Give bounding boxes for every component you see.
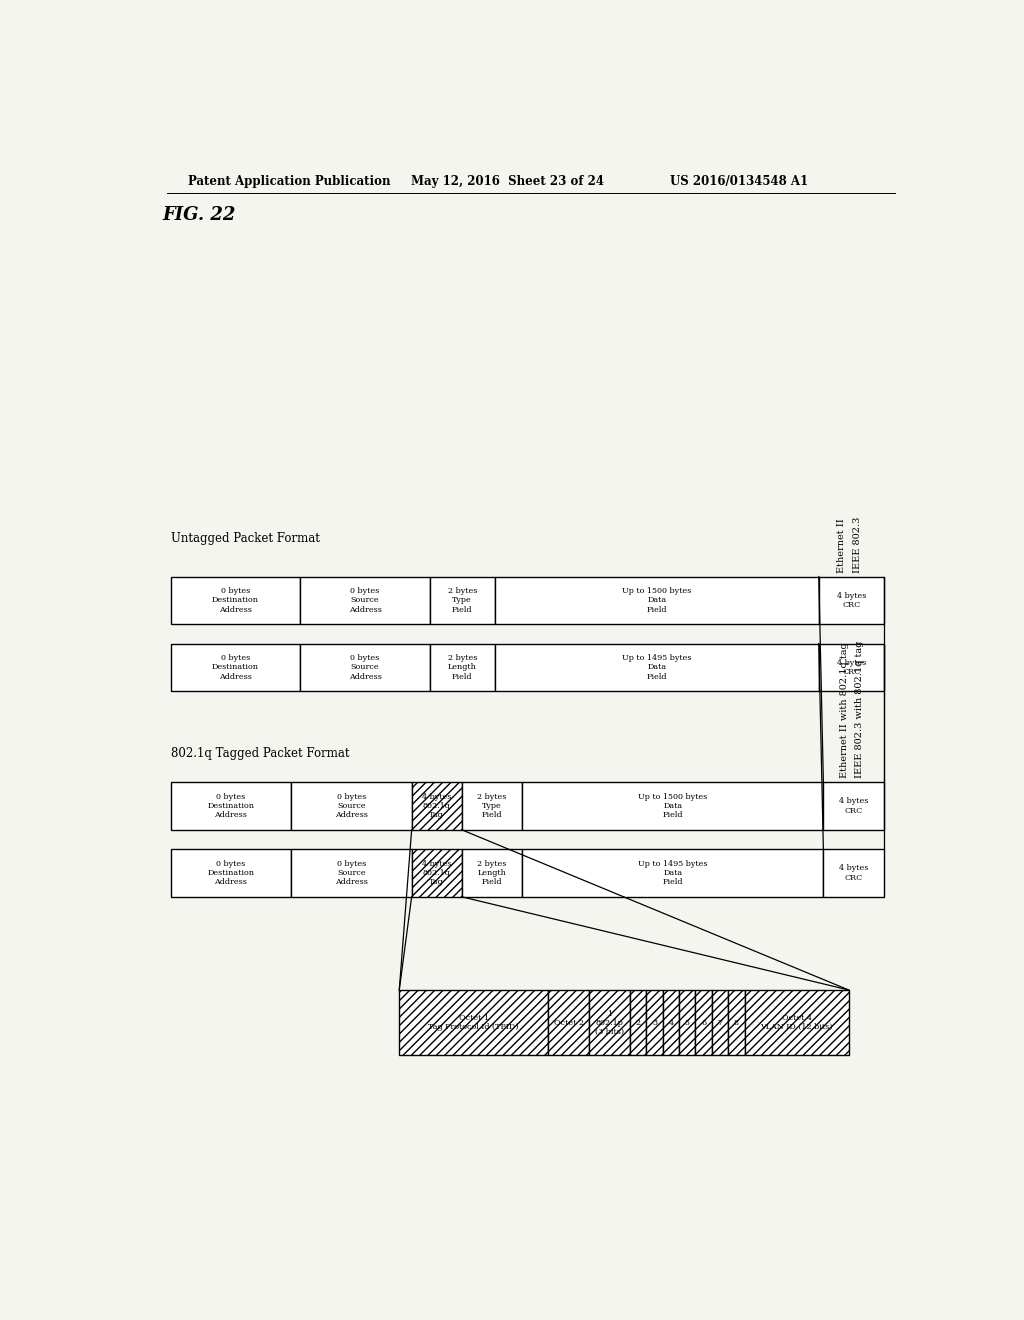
Text: 4 bytes
CRC: 4 bytes CRC xyxy=(839,797,868,814)
Bar xyxy=(412,781,462,830)
Bar xyxy=(171,781,291,830)
Text: Octet 1
Tag Protocol Id (TPID): Octet 1 Tag Protocol Id (TPID) xyxy=(428,1014,519,1031)
Bar xyxy=(712,990,728,1056)
Bar xyxy=(522,781,823,830)
Bar xyxy=(679,990,695,1056)
Bar xyxy=(495,644,819,692)
Bar xyxy=(462,781,522,830)
Text: 8: 8 xyxy=(734,1019,739,1027)
Text: 4: 4 xyxy=(669,1019,674,1027)
Bar xyxy=(695,990,712,1056)
Text: Up to 1500 bytes
Data
Field: Up to 1500 bytes Data Field xyxy=(638,793,708,820)
Text: 0 bytes
Source
Address: 0 bytes Source Address xyxy=(348,587,382,614)
Bar xyxy=(646,990,663,1056)
Text: Up to 1500 bytes
Data
Field: Up to 1500 bytes Data Field xyxy=(623,587,691,614)
Text: Ethernet II: Ethernet II xyxy=(838,517,847,573)
Bar xyxy=(823,781,884,830)
Text: Untagged Packet Format: Untagged Packet Format xyxy=(171,532,319,545)
Bar xyxy=(462,849,522,896)
Text: 0 bytes
Source
Address: 0 bytes Source Address xyxy=(348,655,382,681)
Text: 802.1q Tagged Packet Format: 802.1q Tagged Packet Format xyxy=(171,747,349,760)
Text: Up to 1495 bytes
Data
Field: Up to 1495 bytes Data Field xyxy=(622,655,691,681)
Text: 2: 2 xyxy=(636,1019,641,1027)
Bar xyxy=(589,990,630,1056)
Bar xyxy=(630,990,646,1056)
Bar xyxy=(399,990,548,1056)
Text: May 12, 2016  Sheet 23 of 24: May 12, 2016 Sheet 23 of 24 xyxy=(411,176,604,189)
Text: 2 bytes
Type
Field: 2 bytes Type Field xyxy=(447,587,477,614)
Bar xyxy=(430,577,495,624)
Text: 4 bytes
802.1q
Tag: 4 bytes 802.1q Tag xyxy=(422,793,452,820)
Bar xyxy=(300,577,430,624)
Bar xyxy=(412,781,462,830)
Bar xyxy=(744,990,849,1056)
Bar xyxy=(399,990,548,1056)
Text: Ethernet II with 802.1q tag: Ethernet II with 802.1q tag xyxy=(840,643,849,779)
Text: 2 bytes
Type
Field: 2 bytes Type Field xyxy=(477,793,507,820)
Bar xyxy=(412,849,462,896)
Text: Up to 1495 bytes
Data
Field: Up to 1495 bytes Data Field xyxy=(638,859,708,886)
Text: 4 bytes
CRC: 4 bytes CRC xyxy=(837,591,866,609)
Bar xyxy=(412,849,462,896)
Text: 2 bytes
Length
Field: 2 bytes Length Field xyxy=(477,859,507,886)
Text: Octet 4
VLAN ID (12 bits): Octet 4 VLAN ID (12 bits) xyxy=(761,1014,833,1031)
Text: 4 bytes
CRC: 4 bytes CRC xyxy=(837,659,866,676)
Bar xyxy=(291,781,412,830)
Bar xyxy=(663,990,679,1056)
Bar xyxy=(728,990,744,1056)
Bar xyxy=(171,849,291,896)
Bar xyxy=(171,644,300,692)
Bar xyxy=(823,849,884,896)
Bar xyxy=(522,849,823,896)
Text: 6: 6 xyxy=(701,1019,707,1027)
Text: 4 bytes
CRC: 4 bytes CRC xyxy=(839,865,868,882)
Bar xyxy=(646,990,663,1056)
Text: 0 bytes
Destination
Address: 0 bytes Destination Address xyxy=(212,655,259,681)
Bar xyxy=(663,990,679,1056)
Bar xyxy=(291,849,412,896)
Text: 7: 7 xyxy=(718,1019,723,1027)
Bar xyxy=(548,990,589,1056)
Text: 2 bytes
Length
Field: 2 bytes Length Field xyxy=(447,655,477,681)
Text: 0 bytes
Source
Address: 0 bytes Source Address xyxy=(335,793,368,820)
Bar xyxy=(744,990,849,1056)
Bar xyxy=(548,990,589,1056)
Text: US 2016/0134548 A1: US 2016/0134548 A1 xyxy=(671,176,809,189)
Text: 4 bytes
802.1q
Tag: 4 bytes 802.1q Tag xyxy=(422,859,452,886)
Bar xyxy=(679,990,695,1056)
Bar xyxy=(430,644,495,692)
Text: 0 bytes
Destination
Address: 0 bytes Destination Address xyxy=(212,587,259,614)
Bar xyxy=(300,644,430,692)
Bar xyxy=(819,644,884,692)
Text: Octet 2: Octet 2 xyxy=(554,1019,584,1027)
Bar xyxy=(712,990,728,1056)
Text: 0 bytes
Source
Address: 0 bytes Source Address xyxy=(335,859,368,886)
Bar xyxy=(819,577,884,624)
Text: 5: 5 xyxy=(685,1019,690,1027)
Bar xyxy=(495,577,819,624)
Text: IEEE 802.3: IEEE 802.3 xyxy=(853,516,862,573)
Text: FIG. 22: FIG. 22 xyxy=(163,206,237,224)
Bar xyxy=(695,990,712,1056)
Text: IEEE 802.3 with 802.1q tag: IEEE 802.3 with 802.1q tag xyxy=(855,642,864,779)
Text: 0 bytes
Destination
Address: 0 bytes Destination Address xyxy=(208,859,254,886)
Bar xyxy=(728,990,744,1056)
Text: Patent Application Publication: Patent Application Publication xyxy=(188,176,391,189)
Bar xyxy=(171,577,300,624)
Text: 3: 3 xyxy=(652,1019,657,1027)
Bar xyxy=(589,990,630,1056)
Text: 1
802.1p
(3 bits): 1 802.1p (3 bits) xyxy=(595,1010,624,1036)
Text: 0 bytes
Destination
Address: 0 bytes Destination Address xyxy=(208,793,254,820)
Bar xyxy=(630,990,646,1056)
